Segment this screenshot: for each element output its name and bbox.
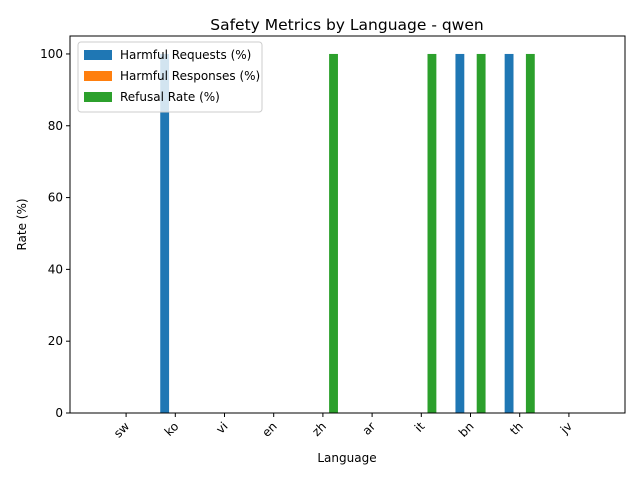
legend-swatch <box>84 50 112 60</box>
y-tick-label: 80 <box>48 119 63 133</box>
y-tick-label: 100 <box>40 47 63 61</box>
legend-label: Harmful Responses (%) <box>120 69 260 83</box>
bar-bn-series-2 <box>476 53 486 413</box>
bar-ko-series-0 <box>160 53 170 413</box>
y-tick-label: 0 <box>55 406 63 420</box>
chart-title: Safety Metrics by Language - qwen <box>210 16 483 34</box>
bar-th-series-2 <box>525 53 535 413</box>
bar-bn-series-0 <box>455 53 465 413</box>
legend-label: Refusal Rate (%) <box>120 90 220 104</box>
x-axis-label: Language <box>317 451 376 465</box>
y-tick-label: 40 <box>48 262 63 276</box>
legend-swatch <box>84 71 112 81</box>
legend: Harmful Requests (%) Harmful Responses (%… <box>77 41 263 113</box>
y-axis: 0 20 40 60 80 100 <box>40 47 70 420</box>
y-tick-label: 20 <box>48 334 63 348</box>
bar-zh-series-2 <box>329 53 338 413</box>
bar-it-series-2 <box>427 53 437 413</box>
y-axis-label: Rate (%) <box>15 198 29 250</box>
plot-frame <box>69 35 626 414</box>
legend-box <box>77 41 263 113</box>
legend-label: Harmful Requests (%) <box>120 48 251 62</box>
bars-group <box>160 53 535 413</box>
legend-swatch <box>84 92 112 102</box>
y-tick-label: 60 <box>48 191 63 205</box>
x-axis: sw ko vi en zh ar it bn th jv <box>111 413 575 440</box>
bar-th-series-0 <box>504 53 514 413</box>
